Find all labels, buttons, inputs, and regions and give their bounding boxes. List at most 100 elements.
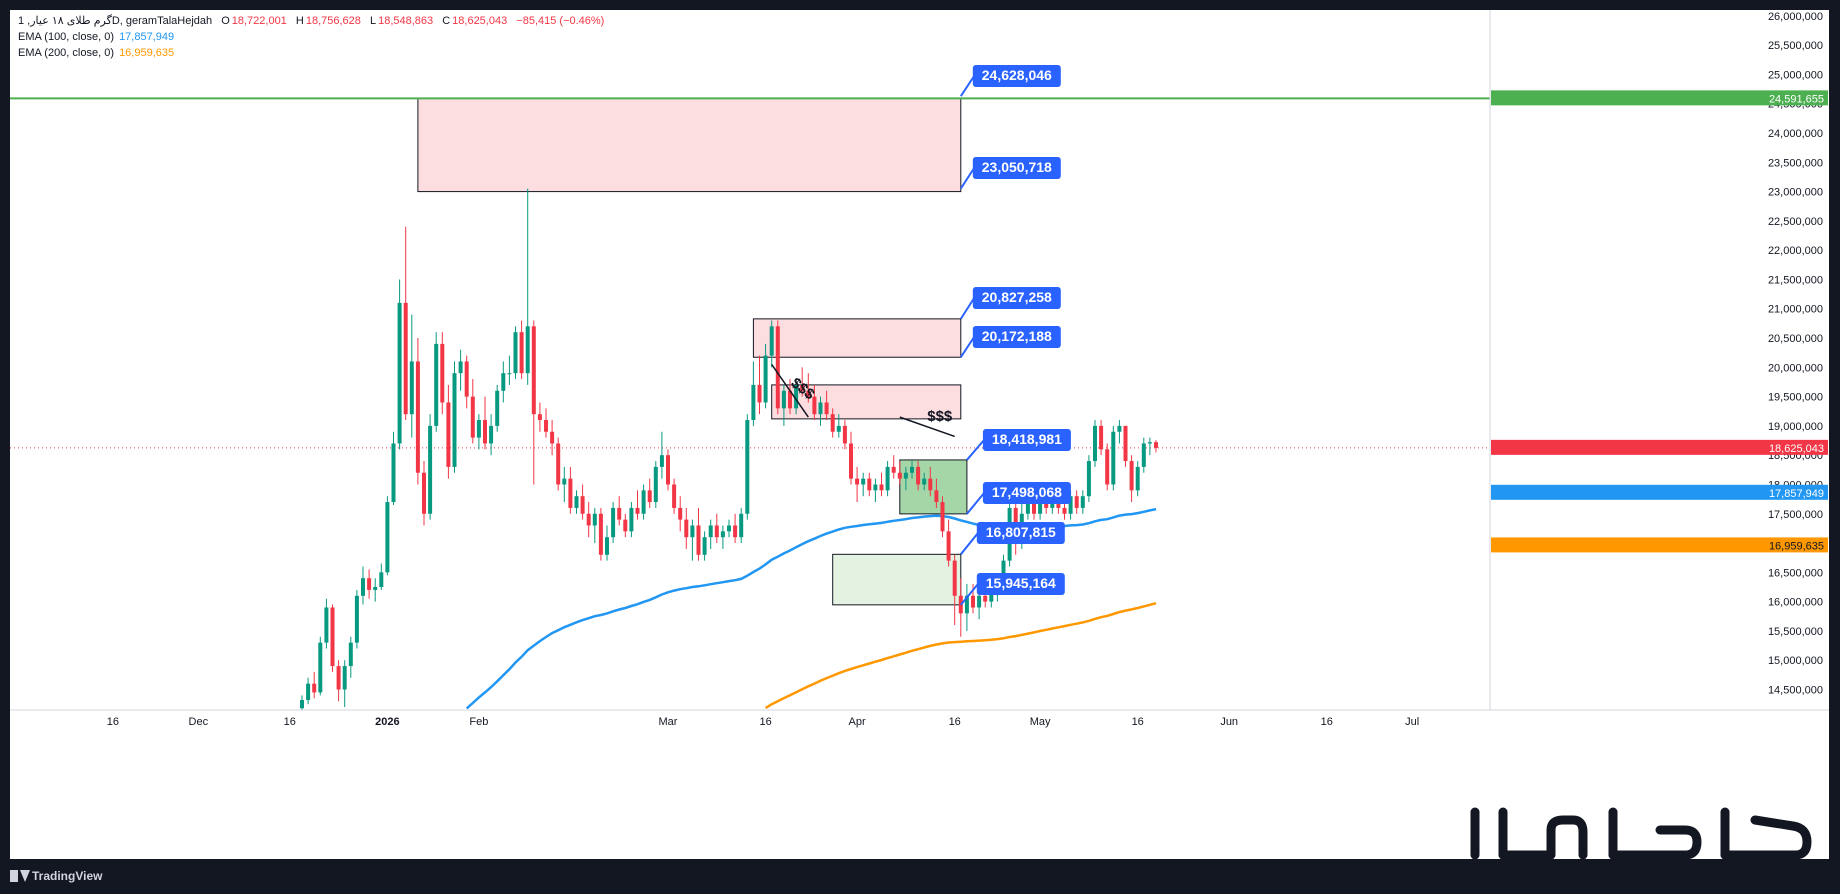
candle-body — [855, 478, 860, 485]
symbol-title[interactable]: گرم طلای ۱۸ عیار, 1D, geramTalaHejdah — [18, 15, 213, 27]
candle — [885, 461, 890, 497]
candle — [403, 226, 408, 421]
candle-body — [306, 683, 311, 701]
candle — [336, 660, 341, 702]
candle-body — [861, 478, 866, 485]
candle-body — [1141, 443, 1146, 467]
y-tick-label: 21,500,000 — [1768, 274, 1823, 286]
candle — [586, 502, 591, 538]
candle — [598, 507, 603, 561]
price-label-connector — [959, 335, 976, 358]
candle — [507, 355, 512, 385]
candle — [440, 332, 445, 415]
candle — [818, 396, 823, 426]
candle-body — [842, 425, 847, 444]
y-tick-label: 14,500,000 — [1768, 684, 1823, 696]
y-tick-label: 16,000,000 — [1768, 597, 1823, 609]
candle-body — [739, 513, 744, 538]
footer-bar: TradingView — [10, 859, 1829, 894]
candle — [678, 496, 683, 532]
zone-supply — [417, 97, 962, 193]
candle-body — [495, 390, 500, 426]
candle — [592, 507, 597, 544]
candlestick-chart[interactable]: $$$$$$ 14,500,00015,000,00015,500,00016,… — [10, 10, 1829, 859]
candle-body — [971, 595, 975, 608]
candle — [318, 636, 323, 696]
candle — [306, 677, 311, 705]
candle-body — [1123, 425, 1128, 462]
candle — [806, 373, 811, 403]
candle — [367, 569, 372, 599]
x-tick-label: 16 — [949, 716, 961, 728]
price-label-connector — [959, 74, 976, 97]
price-label-text: 17,498,068 — [992, 484, 1062, 500]
candle-body — [849, 443, 853, 479]
zones — [10, 97, 1490, 606]
candle — [690, 519, 695, 561]
candle-body — [922, 478, 927, 485]
candle-body — [720, 531, 725, 538]
candle — [824, 390, 829, 421]
resistance-tag — [1491, 90, 1828, 106]
candle — [635, 490, 640, 520]
candle-body — [501, 373, 506, 391]
candle — [922, 472, 927, 491]
candle-body — [690, 525, 695, 538]
y-tick-label: 19,500,000 — [1768, 392, 1823, 404]
price-label-text: 15,945,164 — [986, 575, 1056, 591]
candle — [415, 338, 420, 485]
candle-body — [476, 420, 481, 438]
chart-pane[interactable]: $$$ $$$ 14,500,000 15,000,000 15,500,000 16,… — [10, 10, 1829, 868]
candle-body — [1154, 442, 1158, 448]
candle-body — [611, 507, 616, 538]
candle-body — [751, 384, 756, 421]
candle — [537, 402, 542, 432]
candle — [324, 598, 329, 649]
candle-body — [367, 578, 372, 590]
candle-body — [556, 443, 561, 485]
y-tick-label: 17,500,000 — [1768, 509, 1823, 521]
legend-ema100-row[interactable]: EMA (100, close, 0) 17,857,949 — [18, 30, 174, 44]
y-tick-label: 20,500,000 — [1768, 333, 1823, 345]
candle-body — [422, 472, 426, 514]
candle — [623, 513, 628, 538]
candle — [879, 472, 884, 497]
candle-body — [940, 502, 945, 532]
candle — [964, 584, 969, 631]
candle-body — [537, 414, 542, 421]
candle-body — [946, 531, 951, 561]
candle — [751, 361, 756, 426]
price-label-connector — [959, 296, 976, 320]
ohlc-open: 18,722,001 — [231, 15, 287, 27]
candle-body — [1147, 442, 1152, 444]
candle-body — [989, 589, 994, 602]
candle — [428, 414, 433, 520]
y-tick-label: 20,000,000 — [1768, 362, 1823, 374]
candle — [513, 326, 518, 380]
price-label-box — [982, 482, 1071, 504]
candle-body — [1074, 496, 1079, 508]
x-tick-label: Mar — [659, 716, 678, 728]
candle-body — [1038, 496, 1043, 514]
x-tick-label: May — [1030, 716, 1051, 728]
candle-body — [653, 466, 658, 503]
price-label-box — [976, 522, 1065, 544]
candle — [617, 496, 622, 526]
candle — [739, 507, 744, 544]
legend-ema200-row[interactable]: EMA (200, close, 0) 16,959,635 — [18, 46, 174, 60]
ohlc-close-label: C — [442, 15, 451, 27]
tradingview-logo[interactable]: TradingView — [10, 869, 102, 883]
candle-body — [641, 490, 646, 514]
candle — [525, 188, 530, 385]
candle-body — [446, 402, 451, 467]
ema200-value: 16,959,635 — [119, 47, 175, 59]
zone-demand-weak — [832, 553, 962, 606]
candle-body — [910, 466, 914, 473]
candle-body — [812, 396, 817, 415]
candle — [757, 355, 762, 415]
candle-body — [1135, 466, 1140, 491]
x-tick-label: Jul — [1405, 716, 1419, 728]
price-labels: 24,628,046 23,050,718 20,827,258 20,172,188… — [959, 65, 1071, 606]
candle-body — [483, 420, 487, 444]
candle — [897, 461, 902, 485]
